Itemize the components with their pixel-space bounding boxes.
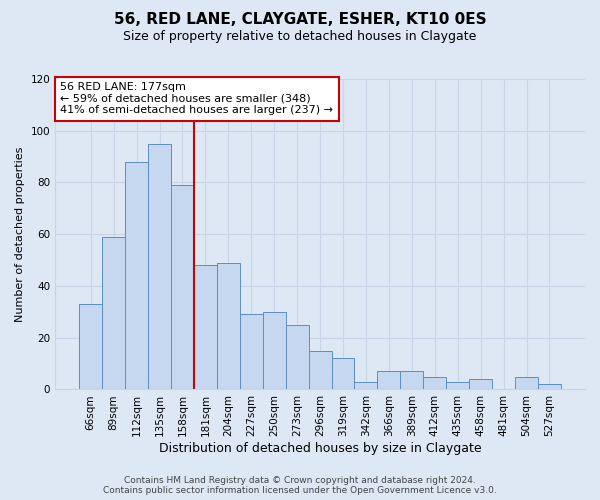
X-axis label: Distribution of detached houses by size in Claygate: Distribution of detached houses by size …	[159, 442, 481, 455]
Bar	[79, 304, 102, 390]
Bar	[423, 376, 446, 390]
Text: 56 RED LANE: 177sqm
← 59% of detached houses are smaller (348)
41% of semi-detac: 56 RED LANE: 177sqm ← 59% of detached ho…	[61, 82, 334, 116]
Bar	[400, 372, 423, 390]
Bar	[263, 312, 286, 390]
Bar	[332, 358, 355, 390]
Text: 56, RED LANE, CLAYGATE, ESHER, KT10 0ES: 56, RED LANE, CLAYGATE, ESHER, KT10 0ES	[113, 12, 487, 28]
Bar	[217, 262, 240, 390]
Bar	[286, 325, 308, 390]
Bar	[148, 144, 171, 390]
Text: Contains public sector information licensed under the Open Government Licence v3: Contains public sector information licen…	[103, 486, 497, 495]
Bar	[102, 237, 125, 390]
Bar	[538, 384, 561, 390]
Bar	[377, 372, 400, 390]
Bar	[171, 185, 194, 390]
Bar	[194, 266, 217, 390]
Bar	[515, 376, 538, 390]
Bar	[469, 379, 492, 390]
Text: Size of property relative to detached houses in Claygate: Size of property relative to detached ho…	[124, 30, 476, 43]
Bar	[355, 382, 377, 390]
Text: Contains HM Land Registry data © Crown copyright and database right 2024.: Contains HM Land Registry data © Crown c…	[124, 476, 476, 485]
Bar	[308, 350, 332, 390]
Bar	[446, 382, 469, 390]
Y-axis label: Number of detached properties: Number of detached properties	[15, 146, 25, 322]
Bar	[125, 162, 148, 390]
Bar	[240, 314, 263, 390]
